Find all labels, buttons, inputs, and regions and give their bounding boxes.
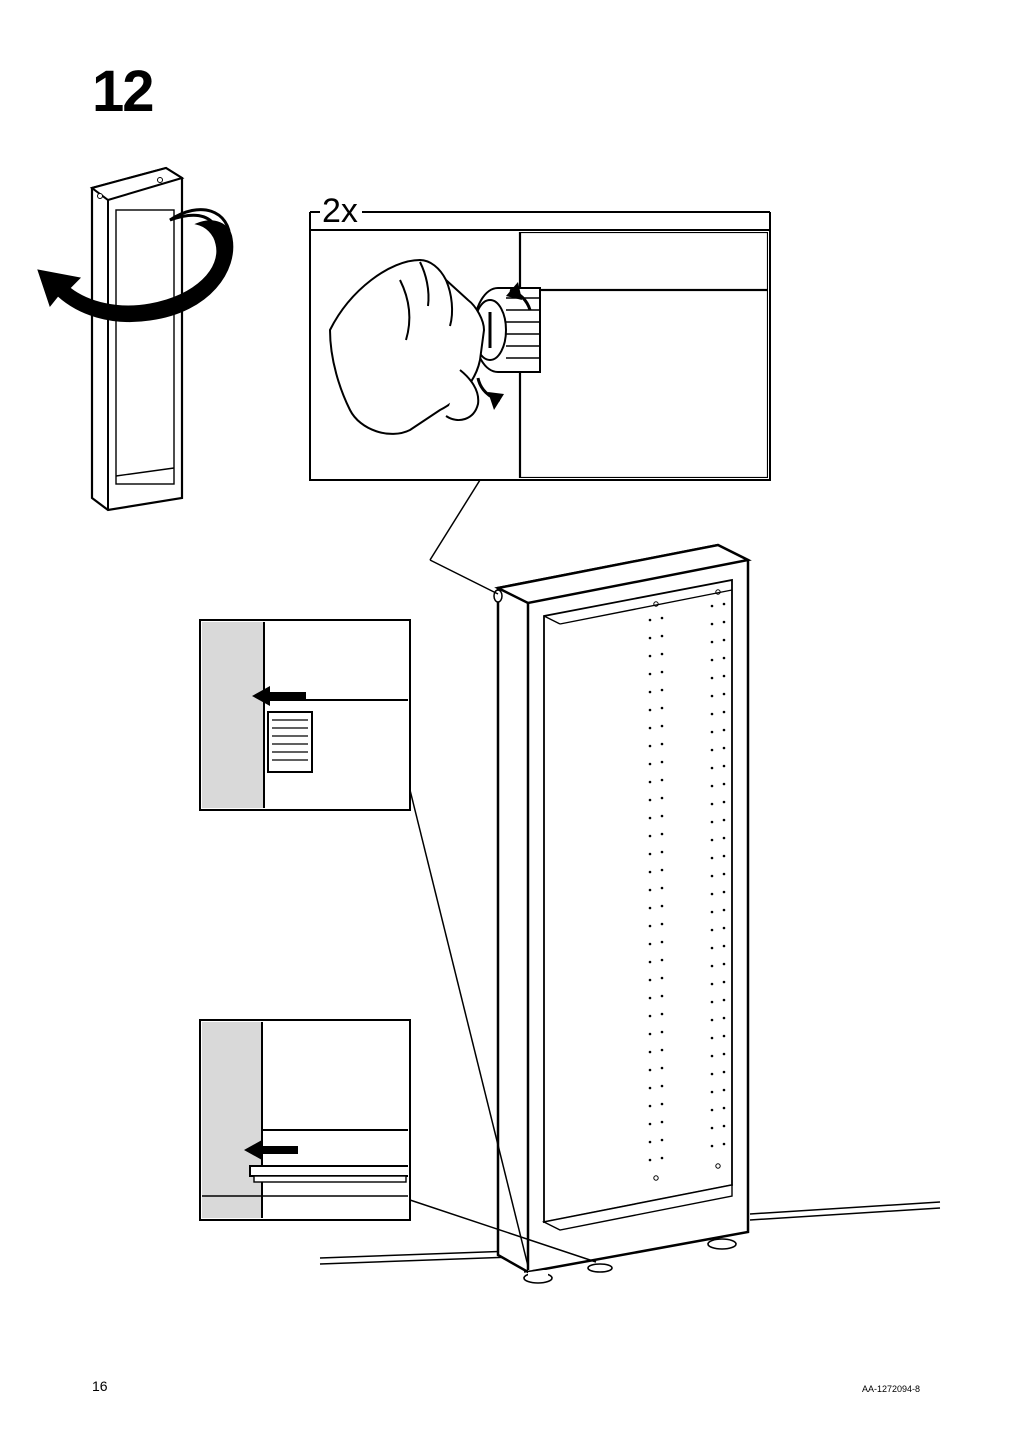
main-cabinet: [320, 545, 940, 1283]
assembly-diagram: [0, 0, 1012, 1432]
instruction-page: 12 2x 16 AA-1272094-8: [0, 0, 1012, 1432]
callout-top-hand: [310, 212, 770, 594]
small-cabinet-rotate: [92, 168, 182, 510]
